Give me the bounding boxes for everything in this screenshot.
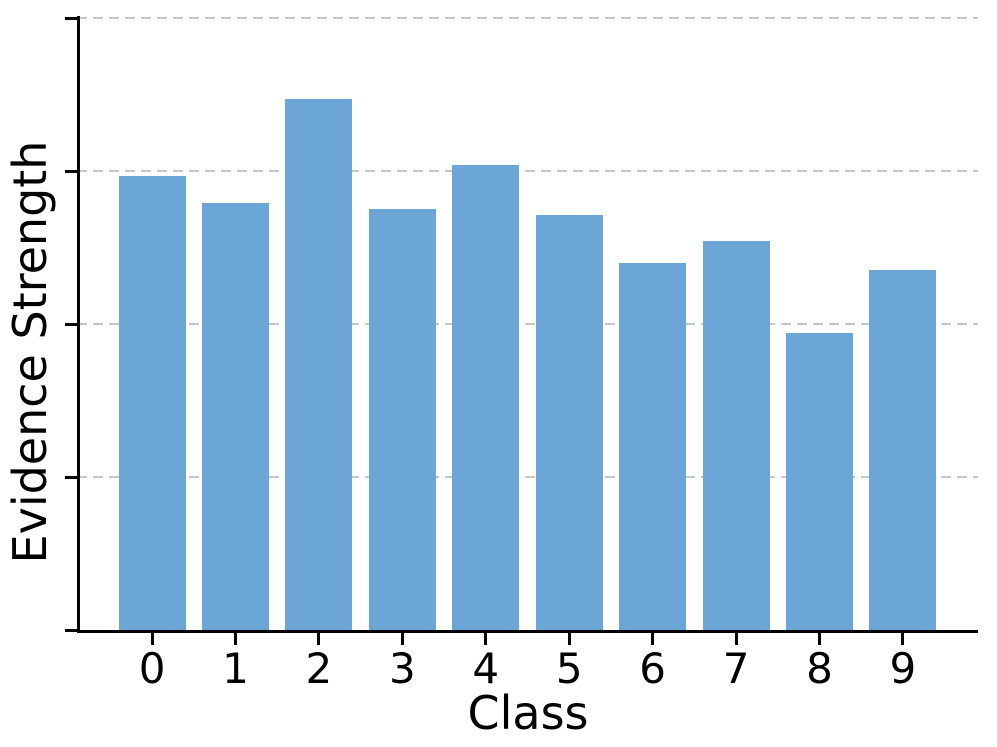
bar-class-1 <box>202 203 269 630</box>
y-axis-line <box>77 16 80 633</box>
x-tick-label: 9 <box>889 644 917 693</box>
bar-class-4 <box>452 164 519 630</box>
x-tick-mark <box>400 633 404 645</box>
y-tick-mark <box>65 170 77 173</box>
bar-class-0 <box>119 175 186 630</box>
x-tick-mark <box>817 633 821 645</box>
y-tick-mark <box>65 323 77 326</box>
x-tick-label: 1 <box>222 644 249 693</box>
bar-class-6 <box>619 262 686 630</box>
x-tick-mark <box>234 633 237 645</box>
bar-class-3 <box>369 209 436 630</box>
x-tick-label: 4 <box>472 644 500 693</box>
x-tick-mark <box>734 633 738 645</box>
x-tick-mark <box>150 633 154 645</box>
x-tick-label: 8 <box>806 644 833 693</box>
x-tick-label: 6 <box>639 644 666 693</box>
x-axis-label: Class <box>467 686 589 740</box>
gridline <box>77 476 978 478</box>
x-tick-mark <box>651 633 655 645</box>
x-tick-mark <box>567 633 571 645</box>
gridline <box>77 17 978 19</box>
bar-class-5 <box>536 215 603 630</box>
gridline <box>77 323 978 325</box>
x-tick-mark <box>901 633 905 645</box>
bar-class-9 <box>869 270 936 630</box>
x-tick-mark <box>484 633 488 645</box>
y-axis-label: Evidence Strength <box>3 140 57 564</box>
x-tick-label: 5 <box>555 644 583 693</box>
bar-class-8 <box>786 333 853 630</box>
y-tick-mark <box>65 476 77 479</box>
x-axis-line <box>77 630 978 633</box>
x-tick-label: 3 <box>388 644 416 693</box>
bar-class-2 <box>285 99 352 630</box>
x-tick-label: 7 <box>722 644 750 693</box>
y-tick-mark <box>65 629 77 632</box>
gridline <box>77 170 978 172</box>
x-tick-label: 2 <box>305 644 333 693</box>
x-tick-label: 0 <box>138 644 166 693</box>
x-tick-mark <box>317 633 321 645</box>
y-tick-mark <box>65 17 77 20</box>
bar-class-7 <box>703 241 770 630</box>
